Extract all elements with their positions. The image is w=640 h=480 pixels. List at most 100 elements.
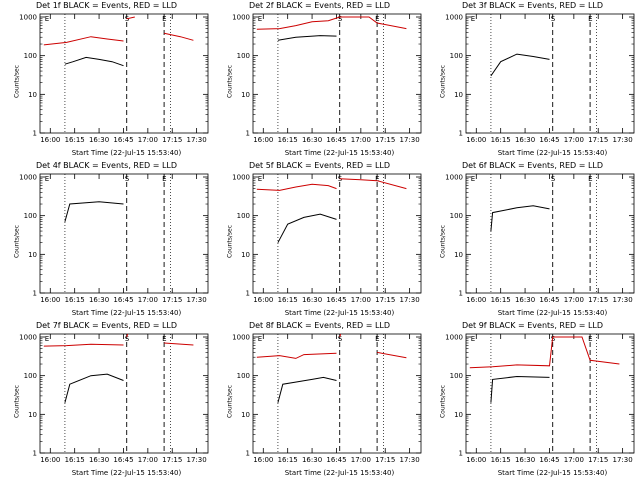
lld-series	[163, 32, 194, 41]
x-axis-label: Start Time (22-Jul-15 15:53:40)	[497, 149, 608, 157]
x-axis-label: Start Time (22-Jul-15 15:53:40)	[71, 149, 182, 157]
y-tick-label: 10	[241, 91, 250, 99]
y-tick-label: 100	[450, 52, 463, 60]
x-tick-label: 17:30	[400, 296, 420, 304]
y-tick-label: 1	[33, 450, 37, 458]
y-tick-label: 1	[246, 130, 250, 138]
marker-label: E	[588, 335, 592, 343]
y-tick-label: 1	[459, 130, 463, 138]
x-tick-label: 17:15	[588, 296, 608, 304]
marker-label: E	[45, 335, 49, 343]
panel-title: Det 3f BLACK = Events, RED = LLD	[461, 1, 604, 10]
x-tick-label: 16:30	[89, 136, 109, 144]
x-tick-label: 17:15	[162, 136, 182, 144]
y-tick-label: 1000	[19, 334, 37, 342]
x-tick-label: 16:45	[113, 296, 133, 304]
marker-label: E	[588, 15, 592, 23]
detector-panel: Det 4f BLACK = Events, RED = LLD 1 10 100 10…	[0, 160, 213, 320]
panel-plot: 1 10 100 1000 16:00 16:15 16:30 16:45 17:00 17:15…	[232, 13, 422, 144]
events-series	[64, 373, 124, 403]
lld-series	[126, 16, 135, 20]
x-tick-label: 16:00	[40, 456, 60, 464]
x-tick-label: 17:30	[400, 136, 420, 144]
marker-label: E	[375, 15, 379, 23]
panel-plot: 1 10 100 1000 16:00 16:15 16:30 16:45 17:00 17:15…	[445, 13, 635, 144]
marker-label: E	[471, 15, 475, 23]
x-tick-label: 16:30	[302, 136, 322, 144]
y-tick-label: 10	[454, 251, 463, 259]
plot-frame	[252, 13, 422, 134]
plot-frame	[465, 13, 635, 134]
x-tick-label: 17:15	[588, 136, 608, 144]
x-axis-label: Start Time (22-Jul-15 15:53:40)	[71, 469, 182, 477]
lld-series	[377, 351, 407, 359]
y-axis-label: Counts/sec	[13, 64, 21, 99]
x-tick-label: 17:00	[138, 456, 158, 464]
panel-title: Det 4f BLACK = Events, RED = LLD	[35, 161, 178, 170]
x-tick-label: 17:00	[564, 136, 584, 144]
panel-title: Det 7f BLACK = Events, RED = LLD	[35, 321, 178, 330]
x-tick-label: 16:15	[491, 456, 511, 464]
x-tick-label: 16:00	[253, 136, 273, 144]
lld-series	[339, 178, 407, 190]
y-tick-label: 1000	[445, 334, 463, 342]
events-series	[64, 201, 124, 222]
y-axis-label: Counts/sec	[439, 384, 447, 419]
events-series	[277, 35, 337, 41]
marker-label: E	[162, 335, 166, 343]
x-tick-label: 16:30	[515, 456, 535, 464]
detector-panel: Det 6f BLACK = Events, RED = LLD 1 10 100 10…	[426, 160, 639, 320]
marker-label: S	[551, 335, 556, 343]
y-tick-label: 1000	[232, 334, 250, 342]
x-tick-label: 17:15	[375, 136, 395, 144]
x-tick-label: 16:30	[89, 456, 109, 464]
x-tick-label: 16:15	[65, 296, 85, 304]
x-tick-label: 17:30	[187, 296, 207, 304]
detector-panel: Det 2f BLACK = Events, RED = LLD 1 10 100 10…	[213, 0, 426, 160]
x-tick-label: 16:00	[466, 296, 486, 304]
x-tick-label: 16:45	[326, 456, 346, 464]
x-tick-label: 16:00	[466, 136, 486, 144]
x-tick-label: 17:15	[375, 456, 395, 464]
x-tick-label: 17:00	[564, 456, 584, 464]
marker-label: E	[375, 175, 379, 183]
x-tick-label: 17:00	[351, 136, 371, 144]
panel-title: Det 6f BLACK = Events, RED = LLD	[461, 161, 604, 170]
lld-series	[256, 16, 407, 30]
x-tick-label: 16:45	[539, 296, 559, 304]
y-tick-label: 1	[246, 290, 250, 298]
detector-panel: Det 5f BLACK = Events, RED = LLD 1 10 100 10…	[213, 160, 426, 320]
events-series	[490, 53, 550, 77]
marker-label: E	[471, 335, 475, 343]
marker-label: E	[588, 175, 592, 183]
detector-panel: Det 7f BLACK = Events, RED = LLD 1 10 100 10…	[0, 320, 213, 480]
events-series	[277, 376, 337, 403]
detector-panel: Det 1f BLACK = Events, RED = LLD 1 10 100 10…	[0, 0, 213, 160]
y-tick-label: 10	[28, 251, 37, 259]
plot-frame	[252, 173, 422, 294]
panel-plot: 1 10 100 1000 16:00 16:15 16:30 16:45 17:00 17:15…	[232, 334, 422, 464]
y-tick-label: 100	[24, 372, 37, 380]
plot-frame	[39, 173, 209, 294]
x-tick-label: 16:15	[65, 136, 85, 144]
x-tick-label: 16:00	[466, 456, 486, 464]
y-tick-label: 10	[454, 91, 463, 99]
x-tick-label: 16:45	[113, 456, 133, 464]
marker-label: E	[162, 15, 166, 23]
x-tick-label: 17:15	[162, 296, 182, 304]
x-tick-label: 16:45	[113, 136, 133, 144]
x-tick-label: 17:15	[588, 456, 608, 464]
marker-label: E	[375, 335, 379, 343]
x-axis-label: Start Time (22-Jul-15 15:53:40)	[284, 469, 395, 477]
x-tick-label: 16:30	[89, 296, 109, 304]
y-axis-label: Counts/sec	[439, 64, 447, 99]
marker-label: E	[258, 175, 262, 183]
panel-plot: 1 10 100 1000 16:00 16:15 16:30 16:45 17:00 17:15…	[232, 173, 422, 304]
x-tick-label: 16:00	[253, 296, 273, 304]
events-series	[64, 56, 124, 67]
panel-title: Det 8f BLACK = Events, RED = LLD	[248, 321, 391, 330]
plot-frame	[39, 13, 209, 134]
x-tick-label: 17:00	[351, 296, 371, 304]
x-tick-label: 16:15	[491, 136, 511, 144]
